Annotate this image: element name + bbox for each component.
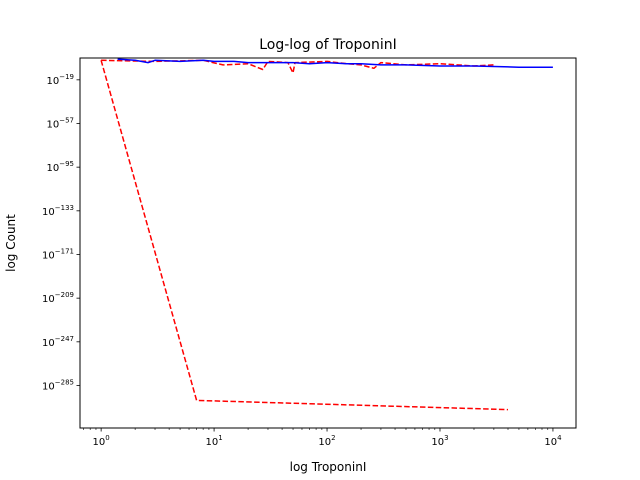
y-tick-label: 10−209 [42, 291, 74, 305]
y-tick-base: 10 [42, 250, 55, 261]
y-tick-exponent: −19 [59, 73, 74, 81]
y-tick-label: 10−247 [42, 335, 74, 349]
y-tick-label: 10−285 [42, 378, 74, 392]
y-tick-exponent: −171 [55, 247, 74, 255]
y-tick-exponent: −95 [59, 160, 74, 168]
plot-area [79, 57, 577, 429]
x-tick-base: 10 [431, 437, 444, 448]
x-tick-exponent: 4 [557, 434, 562, 442]
y-axis: 10−1910−5710−9510−13310−17110−20910−2471… [42, 73, 80, 392]
y-tick-label: 10−95 [46, 160, 74, 174]
x-tick-label: 102 [318, 434, 335, 448]
series-line-3 [117, 58, 553, 68]
x-tick-exponent: 3 [444, 434, 448, 442]
y-tick-label: 10−171 [42, 247, 74, 261]
chart-title: Log-log of TroponinI [259, 37, 397, 53]
series-layer [100, 58, 553, 411]
x-tick-base: 10 [544, 437, 557, 448]
x-tick-exponent: 1 [218, 434, 222, 442]
y-tick-label: 10−133 [42, 204, 74, 218]
x-axis: 100 101 102 103 104 [83, 428, 562, 448]
y-tick-base: 10 [46, 163, 59, 174]
y-tick-base: 10 [46, 119, 59, 130]
x-tick-label: 100 [93, 434, 110, 448]
x-tick-base: 10 [318, 437, 331, 448]
y-tick-base: 10 [42, 338, 55, 349]
x-tick-label: 103 [431, 434, 448, 448]
y-tick-base: 10 [42, 294, 55, 305]
x-tick-base: 10 [93, 437, 106, 448]
x-tick-exponent: 0 [105, 434, 109, 442]
y-tick-base: 10 [42, 207, 55, 218]
y-tick-exponent: −133 [55, 204, 74, 212]
y-tick-label: 10−19 [46, 73, 74, 87]
y-tick-exponent: −209 [55, 291, 74, 299]
x-tick-base: 10 [205, 437, 218, 448]
y-tick-exponent: −247 [55, 335, 74, 343]
series-line-1 [100, 60, 509, 411]
y-tick-base: 10 [42, 381, 55, 392]
x-tick-exponent: 2 [331, 434, 335, 442]
y-tick-exponent: −285 [55, 378, 74, 386]
x-tick-label: 104 [544, 434, 562, 448]
x-tick-label: 101 [205, 434, 222, 448]
y-tick-exponent: −57 [59, 116, 74, 124]
y-tick-label: 10−57 [46, 116, 74, 130]
y-tick-base: 10 [46, 76, 59, 87]
y-axis-label: log Count [4, 214, 18, 272]
x-axis-label: log TroponinI [290, 460, 367, 474]
